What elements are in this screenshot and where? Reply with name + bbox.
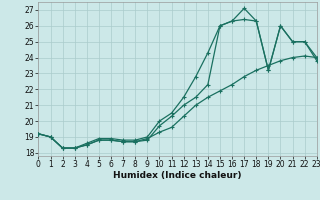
X-axis label: Humidex (Indice chaleur): Humidex (Indice chaleur) xyxy=(113,171,242,180)
